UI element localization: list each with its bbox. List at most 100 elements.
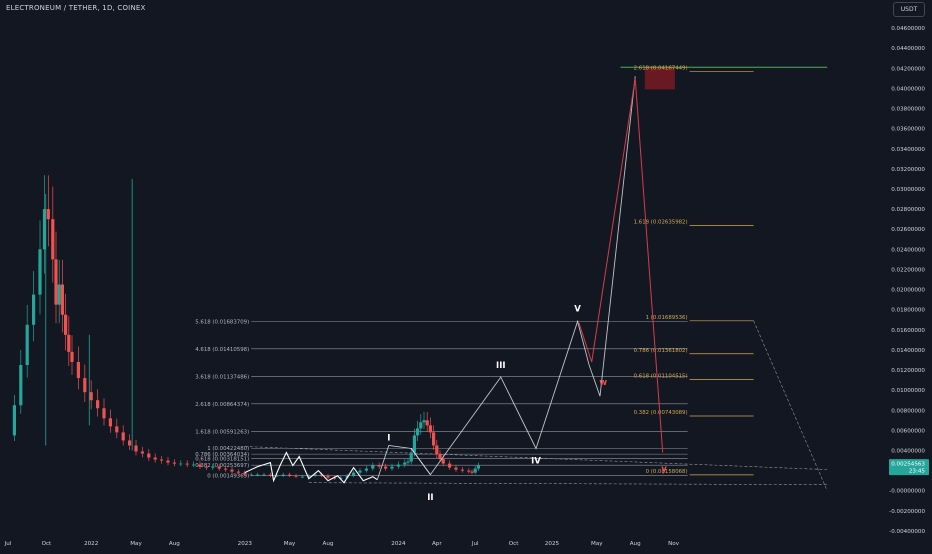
candle-body: [396, 464, 400, 467]
candle-body: [243, 472, 247, 475]
sketch-path: [244, 451, 378, 484]
candle-body: [326, 475, 330, 478]
price-tick-label: 0.02600000: [891, 227, 925, 233]
time-tick-label: 2022: [84, 541, 98, 547]
fib-level-label: 0.786 (0.00364034): [195, 452, 249, 458]
currency-selector[interactable]: USDT: [893, 2, 925, 17]
candle-body: [476, 465, 480, 469]
candle-body: [153, 457, 157, 460]
candle-body: [249, 474, 253, 476]
candle-body: [236, 471, 240, 473]
time-tick-label: May: [130, 541, 142, 547]
candle-body: [25, 324, 29, 366]
fib-level-label: 3.618 (0.01137486): [195, 374, 249, 380]
candle-body: [409, 452, 413, 462]
fib-retracement-right: 2.618 (0.04167449) 1.618 (0.02635982) 1 (0…: [634, 66, 754, 476]
candle-body: [89, 392, 93, 401]
candle-body: [416, 428, 420, 436]
candle-body: [275, 475, 279, 477]
time-tick-label: Aug: [323, 541, 334, 547]
candle-body: [19, 365, 23, 406]
candle-body: [432, 432, 436, 446]
candle-body: [204, 466, 208, 468]
current-price-badge: [889, 459, 929, 476]
candle-body: [42, 209, 47, 250]
price-tick-label: 0.03600000: [891, 127, 925, 133]
price-tick-label: 0.00400000: [891, 449, 925, 455]
fib-level-label: 0.618 (0.00318151): [195, 457, 249, 463]
fib-level-label: 4.618 (0.01410598): [195, 347, 249, 353]
candle-body: [166, 460, 170, 463]
price-tick-label: 0.03400000: [891, 147, 925, 153]
fib-level-label: 0.786 (0.01361802): [634, 348, 688, 354]
chart-title: ELECTRONEUM / TETHER, 1D, COINEX: [6, 4, 146, 12]
time-tick-label: May: [284, 541, 296, 547]
candle-body: [262, 474, 266, 476]
price-tick-label: 0.02800000: [891, 207, 925, 213]
time-tick-label: Aug: [169, 541, 180, 547]
fib-level-label: 0.382 (0.00253697): [195, 463, 249, 469]
corrective-projection: [578, 78, 664, 453]
candle-body: [281, 474, 285, 476]
candle-body: [64, 314, 68, 335]
current-price-label: 0.00254563: [891, 462, 925, 468]
candle-body: [108, 418, 112, 427]
candle-body: [76, 361, 80, 379]
time-tick-label: Apr: [432, 541, 442, 547]
candle-body: [428, 425, 432, 433]
target-zone: [644, 66, 675, 90]
price-tick-label: 0.01000000: [891, 388, 925, 394]
time-tick-label: 2024: [391, 541, 406, 547]
time-axis: Jul Oct 2022 May Aug 2023 May Aug 2024 Apr Jul Oct 2…: [4, 541, 680, 547]
price-tick-label: 0.01400000: [891, 348, 925, 354]
candle-body: [67, 334, 71, 352]
candle-body: [268, 474, 272, 476]
wave-label: IV: [531, 457, 541, 467]
candle-body: [121, 432, 125, 441]
candle-body: [172, 462, 176, 464]
candle-body: [38, 249, 42, 295]
candle-body: [160, 459, 164, 461]
candle-body: [332, 477, 336, 479]
candle-body: [371, 465, 375, 469]
price-axis-background: [888, 0, 932, 550]
candle-body: [230, 469, 234, 472]
price-tick-label: -0.00400000: [889, 529, 925, 535]
candle-body: [384, 466, 388, 469]
price-tick-label: -0.00000000: [889, 489, 925, 495]
time-tick-label: Jul: [471, 541, 479, 547]
fib-level-label: 1.618 (0.02635982): [634, 220, 688, 226]
fib-level-label: 1.618 (0.00591263): [195, 429, 249, 435]
price-tick-label: 0.01800000: [891, 308, 925, 314]
candle-body: [256, 474, 260, 476]
price-axis: 0.04600000 0.04400000 0.04200000 0.04000000…: [888, 0, 932, 550]
candle-body: [419, 422, 423, 429]
candle-body: [364, 468, 368, 471]
candle-body: [217, 466, 221, 469]
wave-label: II: [427, 493, 433, 503]
price-tick-label: 0.03000000: [891, 187, 925, 193]
price-tick-label: 0.03200000: [891, 167, 925, 173]
candle-body: [140, 451, 144, 454]
wave-label: y: [661, 465, 667, 475]
candle-body: [460, 469, 464, 471]
trend-line: [244, 446, 828, 470]
fib-level-label: 0.382 (0.00743089): [634, 410, 688, 416]
candle-body: [288, 474, 292, 476]
price-tick-label: 0.02400000: [891, 247, 925, 253]
time-tick-label: Jul: [4, 541, 12, 547]
candle-body: [60, 284, 64, 315]
fib-level-label: 0 (0.00158068): [646, 469, 688, 475]
candle-body: [134, 445, 138, 452]
fib-extension-left: 5.618 (0.01683709) 4.618 (0.01410598) 3.61…: [195, 319, 688, 480]
fib-level-label: 2.618 (0.00864374): [195, 402, 249, 408]
candle-body: [467, 470, 471, 472]
fib-level-label: 1 (0.01689536): [646, 315, 688, 321]
candle-body: [70, 351, 74, 362]
price-tick-label: 0.01600000: [891, 328, 925, 334]
candle-body: [32, 294, 36, 325]
candle-body: [422, 420, 426, 423]
candle-body: [412, 435, 416, 453]
candle-body: [313, 474, 317, 476]
